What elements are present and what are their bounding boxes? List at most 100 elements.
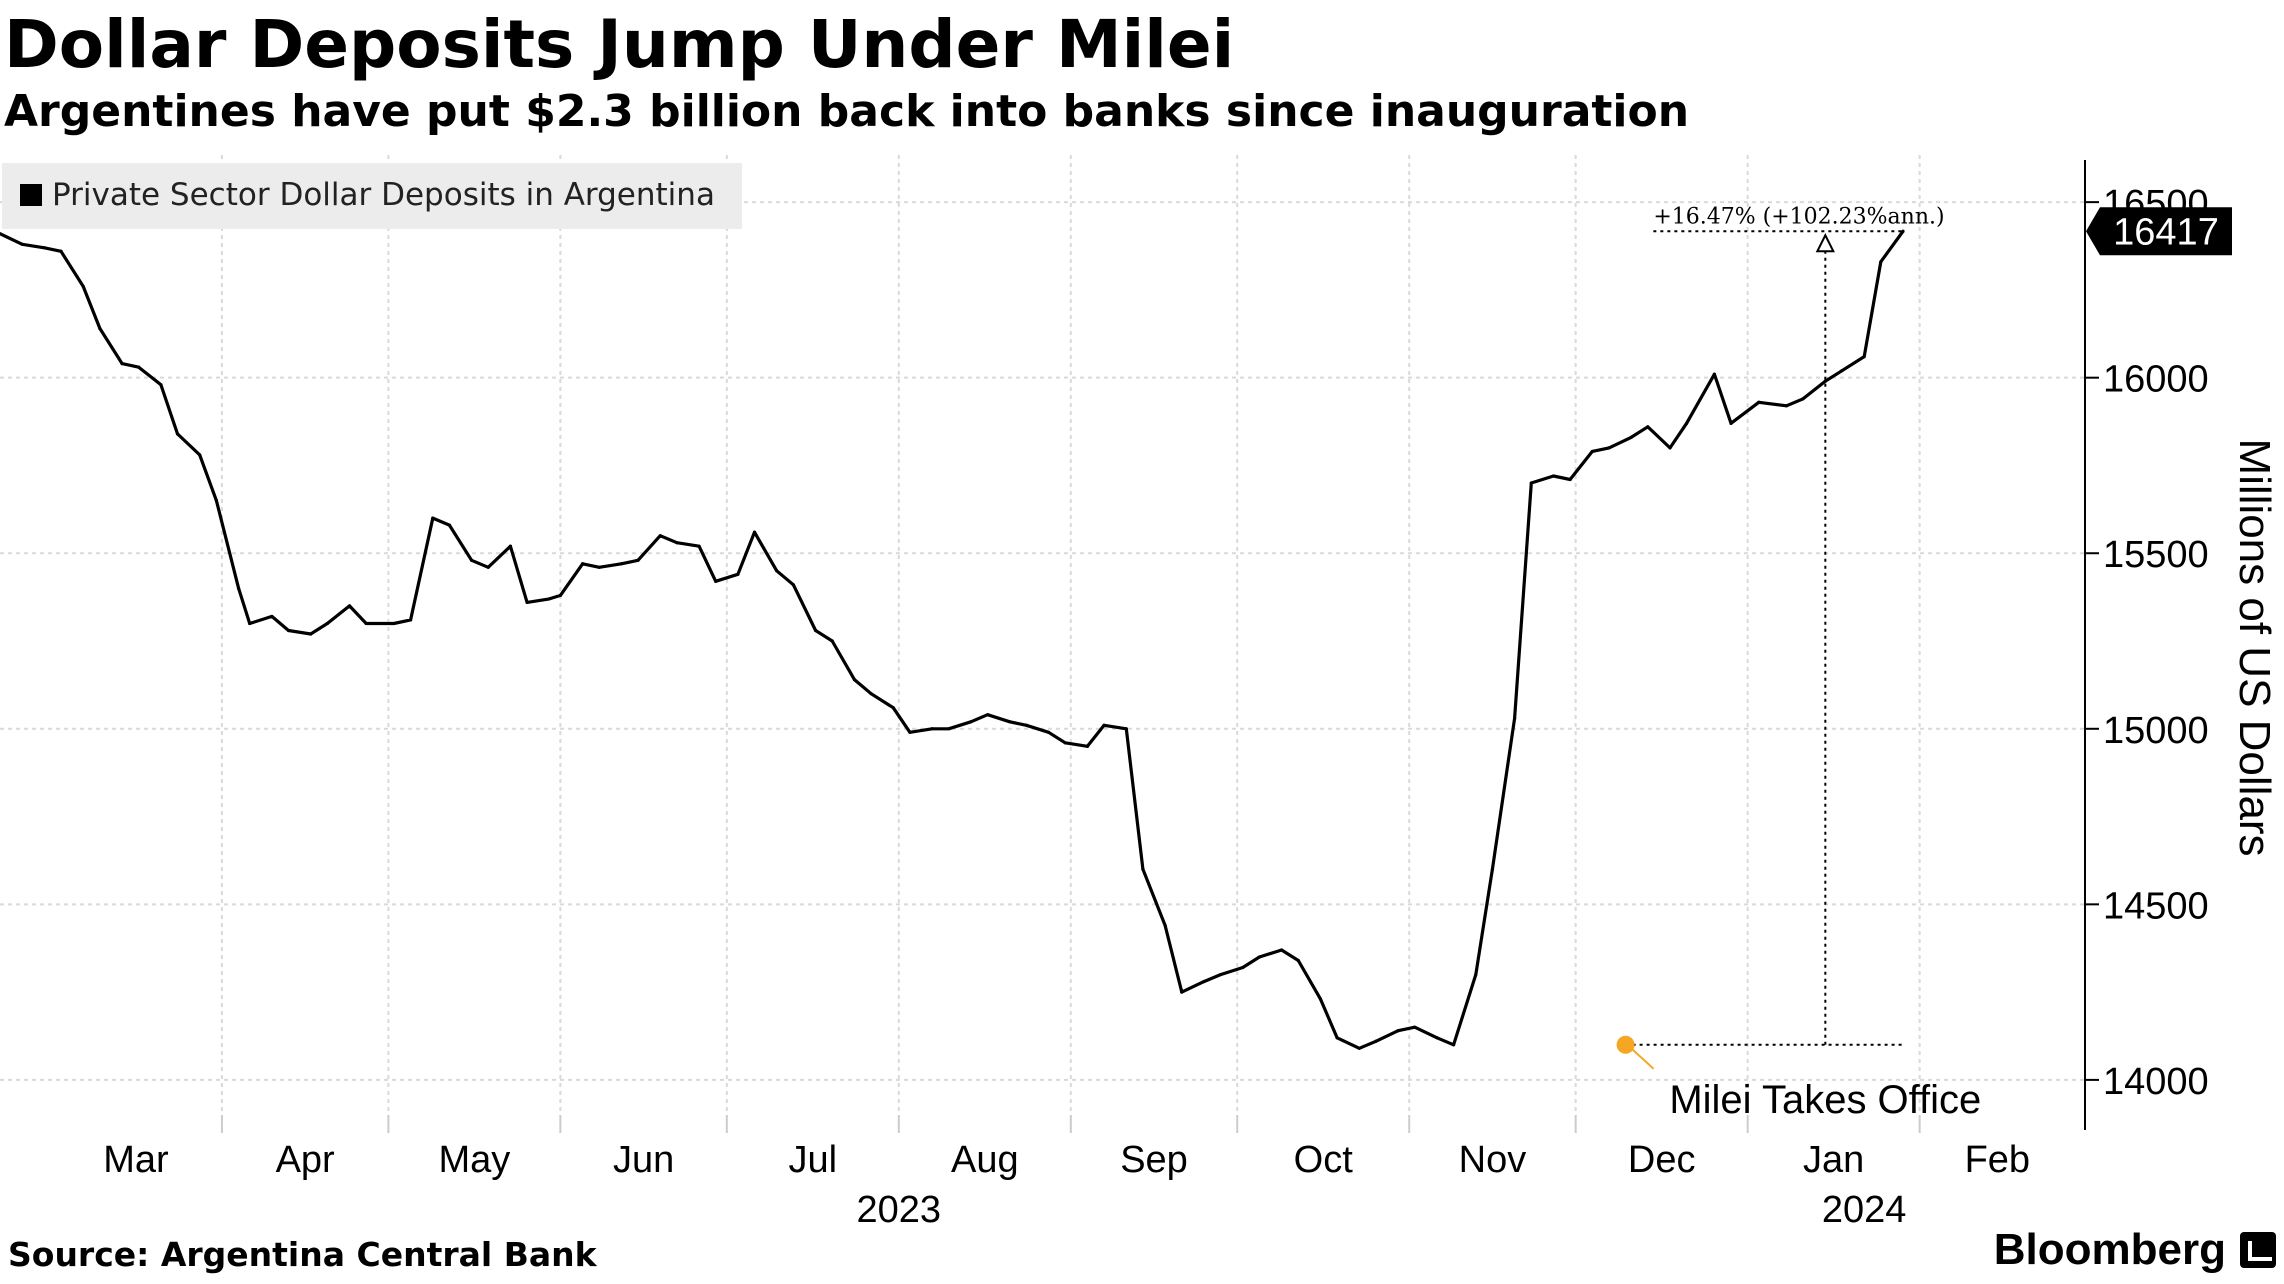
data-point (580, 562, 585, 566)
data-point (20, 242, 24, 246)
data-point (137, 365, 141, 369)
change-annotation: +16.47% (+102.23%ann.) (1653, 204, 1944, 229)
bloomberg-terminal-icon (2240, 1232, 2276, 1268)
data-point (1435, 1036, 1439, 1040)
x-year-label: 2023 (857, 1189, 942, 1231)
data-point (1452, 1043, 1456, 1047)
x-tick-label: Dec (1628, 1139, 1696, 1181)
data-point (236, 586, 241, 590)
data-point (558, 593, 562, 597)
data-point (325, 621, 329, 626)
data-point (198, 453, 202, 457)
y-tick-label: 15500 (2103, 534, 2209, 576)
data-point (408, 618, 413, 622)
data-point (1607, 446, 1611, 450)
data-point (1784, 404, 1789, 408)
data-point (1629, 435, 1633, 439)
data-point (1823, 379, 1827, 383)
data-point (1374, 1039, 1378, 1043)
data-point (1712, 372, 1716, 376)
data-point (1862, 355, 1866, 359)
data-point (1646, 425, 1650, 429)
data-point (791, 583, 795, 587)
data-point (1901, 229, 1905, 233)
data-point (1280, 948, 1284, 952)
data-point (775, 569, 779, 573)
data-point (813, 628, 818, 633)
data-point (1551, 474, 1556, 478)
event-leader-line (1630, 1048, 1655, 1070)
data-point (175, 432, 180, 436)
data-point (947, 727, 951, 731)
data-point (42, 246, 46, 250)
data-point (1474, 972, 1478, 977)
data-point (752, 530, 757, 534)
data-point (1241, 965, 1245, 970)
x-tick-label: May (438, 1139, 510, 1181)
data-point (0, 232, 2, 236)
x-tick-label: Jun (613, 1139, 674, 1181)
data-point (469, 558, 474, 562)
event-marker (1616, 1035, 1635, 1054)
x-tick-label: Nov (1459, 1139, 1527, 1181)
data-point (1568, 477, 1572, 482)
data-point (830, 639, 834, 643)
data-point (1357, 1046, 1361, 1050)
series-layer (0, 229, 1905, 1054)
data-point (1513, 716, 1517, 720)
data-point (891, 706, 895, 710)
data-point (736, 572, 740, 576)
data-point (1124, 727, 1128, 731)
data-point (1063, 741, 1067, 745)
data-point (547, 597, 551, 601)
data-point (1085, 744, 1090, 748)
brand-logo-text: Bloomberg (1993, 1225, 2226, 1274)
x-tick-label: Sep (1120, 1139, 1188, 1181)
data-point (869, 692, 873, 696)
y-tick-label: 16000 (2103, 359, 2209, 401)
data-point (697, 544, 701, 548)
data-point (1218, 972, 1223, 977)
legend: Private Sector Dollar Deposits in Argent… (2, 163, 742, 229)
data-point (1879, 260, 1883, 264)
event-label: Milei Takes Office (1669, 1078, 1981, 1122)
chart-title: Dollar Deposits Jump Under Milei (4, 6, 1235, 83)
data-point (1801, 397, 1805, 401)
data-point (364, 621, 368, 626)
x-tick-label: Jul (789, 1139, 838, 1181)
last-value-label: 16417 (2113, 211, 2219, 253)
data-point (1102, 723, 1106, 727)
x-tick-label: Oct (1294, 1139, 1354, 1181)
data-point (1318, 997, 1323, 1001)
legend-swatch (20, 184, 42, 206)
data-point (508, 544, 513, 548)
data-point (714, 579, 718, 583)
data-point (1257, 955, 1262, 959)
change-arrow-head (1815, 233, 1835, 253)
x-tick-label: Aug (951, 1139, 1019, 1181)
data-point (852, 678, 857, 682)
data-point (1024, 723, 1029, 727)
data-point (636, 558, 640, 562)
source-note: Source: Argentina Central Bank (8, 1235, 597, 1274)
last-value-badge (2086, 207, 2232, 256)
data-point (1202, 979, 1206, 984)
data-point (309, 632, 313, 636)
data-point (1685, 421, 1689, 425)
x-year-label: 2024 (1822, 1189, 1907, 1231)
data-point (1590, 449, 1594, 454)
annotations: +16.47% (+102.23%ann.) Milei Takes Office (1625, 204, 1981, 1122)
x-tick-label: Apr (276, 1139, 335, 1181)
data-point (597, 565, 601, 569)
data-point (159, 383, 163, 387)
x-tick-label: Mar (103, 1139, 169, 1181)
data-point (1490, 867, 1495, 871)
data-point (1180, 990, 1184, 994)
data-point (486, 565, 490, 569)
y-axis-title: Millions of US Dollars (2230, 438, 2279, 856)
data-point (1296, 958, 1300, 963)
data-point (214, 498, 218, 503)
data-point (1335, 1036, 1339, 1040)
